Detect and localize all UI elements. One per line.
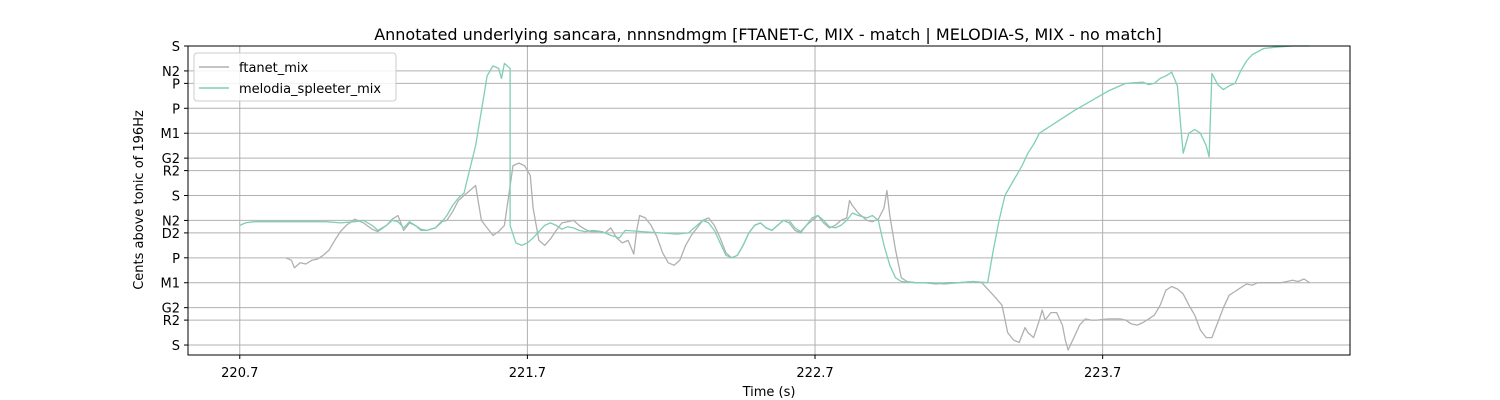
x-axis-label: Time (s) [742,385,796,400]
y-tick-label: G2 [162,302,180,317]
x-axis: 220.7 221.7 222.7 223.7 [221,355,1121,381]
y-tick-label: G2 [162,152,180,167]
legend-box [193,52,397,102]
y-tick-label: M1 [161,277,181,292]
x-tick-label: 222.7 [796,366,833,381]
series-line-ftanet-mix [285,162,1311,351]
legend-label: ftanet_mix [239,61,309,76]
y-tick-label: M1 [161,127,181,142]
legend: ftanet_mix melodia_spleeter_mix [193,52,397,102]
y-tick-label: R2 [163,314,180,329]
y-tick-label: N2 [162,65,180,80]
y-tick-label: N2 [162,214,180,229]
y-tick-label: R2 [163,165,180,180]
y-tick-label: P [172,252,180,267]
plot-frame [187,45,1351,356]
legend-label: melodia_spleeter_mix [239,82,381,97]
series-layer [239,45,1311,351]
y-tick-label: S [172,339,180,354]
y-axis-label: Cents above tonic of 196Hz [132,110,147,290]
x-tick-label: 220.7 [221,366,258,381]
series-line-melodia-spleeter-mix [239,45,1310,285]
y-tick-label: P [172,77,180,92]
y-tick-label: D2 [162,227,180,242]
y-tick-label: P [172,102,180,117]
x-tick-label: 223.7 [1084,366,1121,381]
y-tick-label: S [172,40,180,55]
y-tick-label: S [172,190,180,205]
chart-title: Annotated underlying sancara, nnnsndmgm … [374,25,1162,44]
x-tick-label: 221.7 [509,366,546,381]
